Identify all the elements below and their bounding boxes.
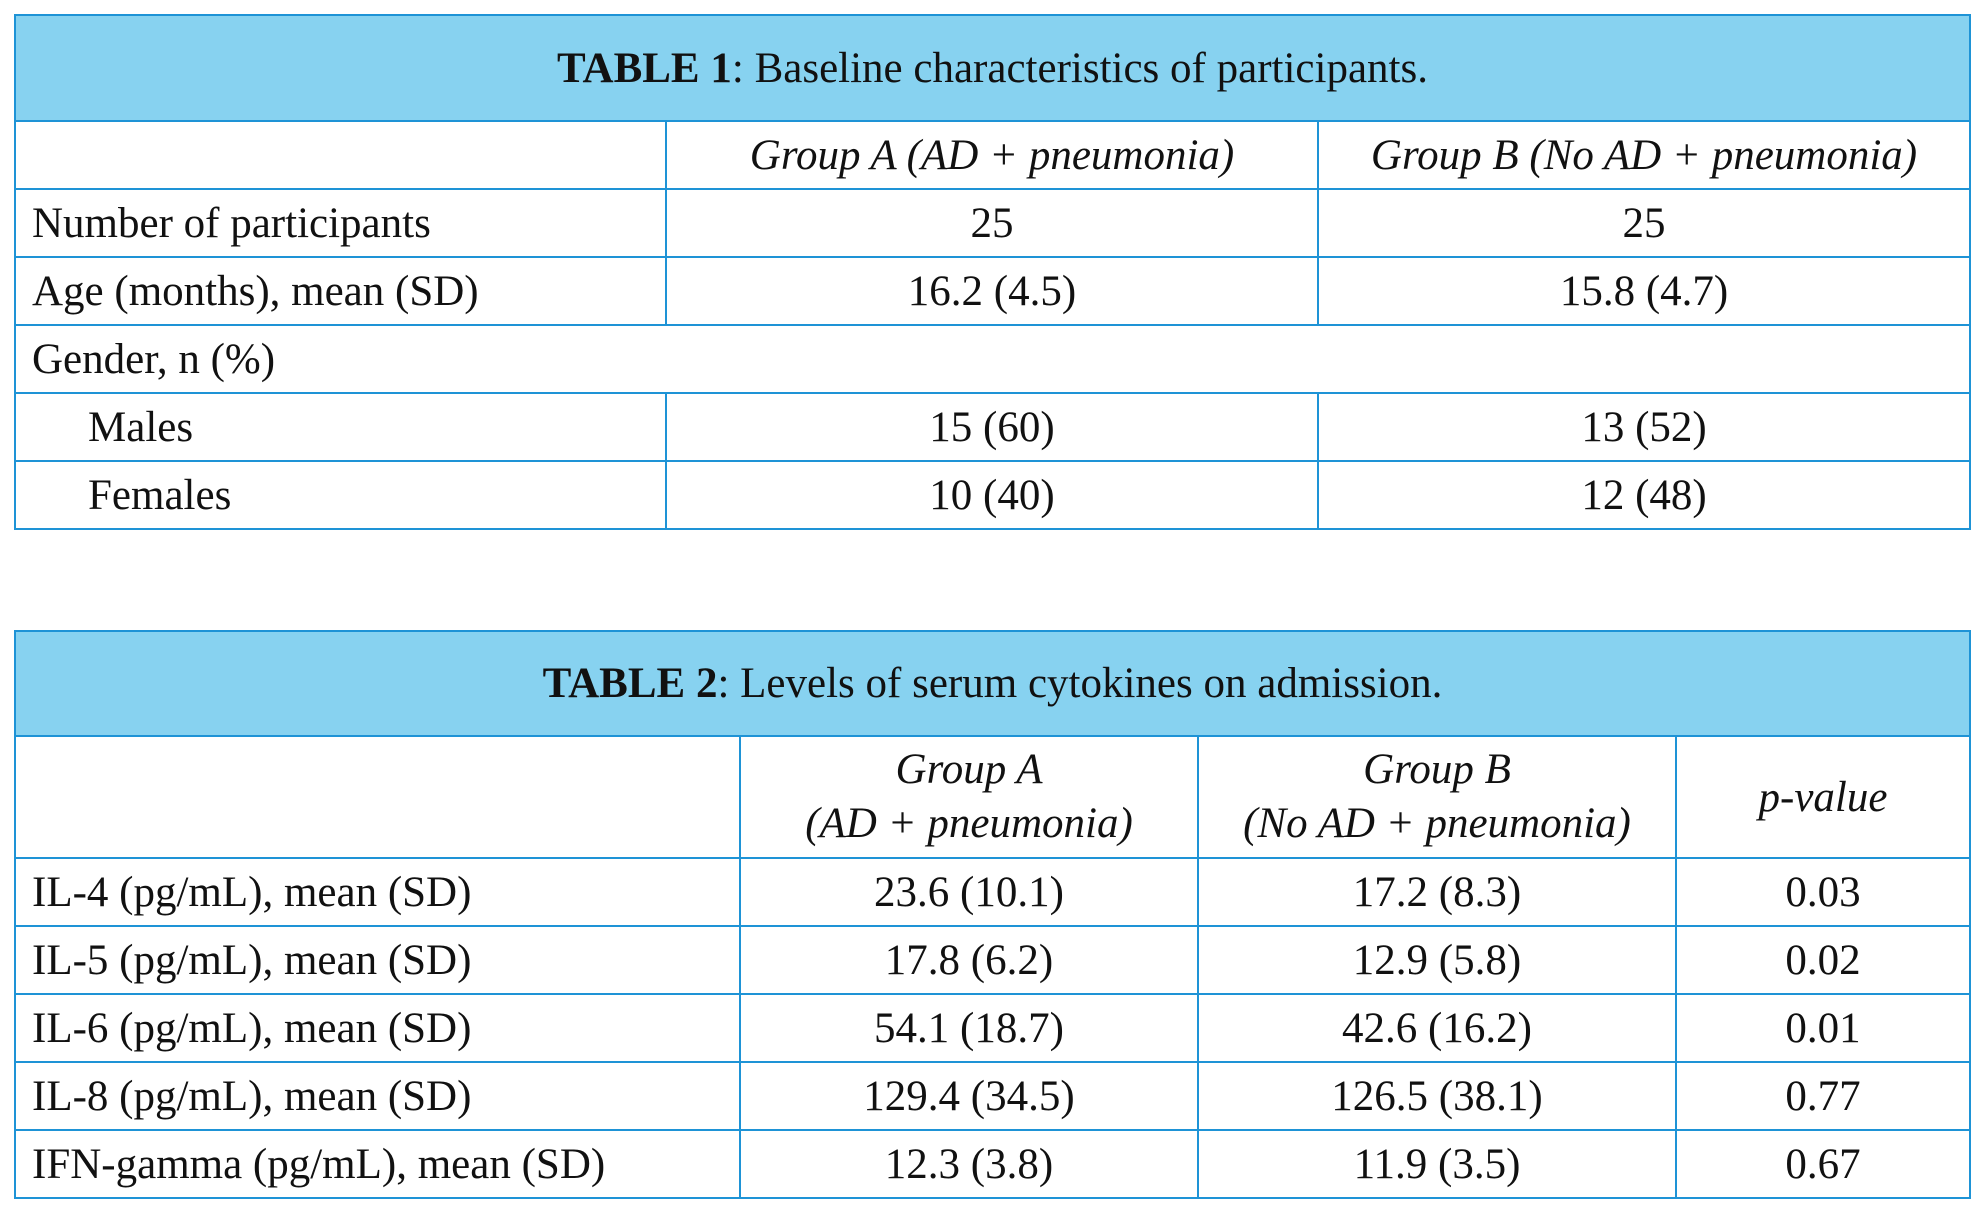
- table-row: IL-5 (pg/mL), mean (SD) 17.8 (6.2) 12.9 …: [14, 925, 1972, 995]
- row-label: Age (months), mean (SD): [14, 256, 667, 326]
- group-a-value: 25: [665, 188, 1319, 258]
- table-row: IFN-gamma (pg/mL), mean (SD) 12.3 (3.8) …: [14, 1129, 1972, 1199]
- table-row: Males 15 (60) 13 (52): [14, 392, 1972, 462]
- row-label: IFN-gamma (pg/mL), mean (SD): [14, 1129, 741, 1199]
- table-1: TABLE 1: Baseline characteristics of par…: [13, 14, 1972, 530]
- table-2: TABLE 2: Levels of serum cytokines on ad…: [13, 630, 1972, 1199]
- group-b-value: 25: [1316, 188, 1972, 258]
- row-label: IL-4 (pg/mL), mean (SD): [14, 857, 741, 927]
- row-label: IL-8 (pg/mL), mean (SD): [14, 1061, 741, 1131]
- table-row: Females 10 (40) 12 (48): [14, 460, 1972, 530]
- group-b-value: 11.9 (3.5): [1197, 1129, 1677, 1199]
- table-2-header-group-b: Group B (No AD + pneumonia): [1197, 735, 1677, 859]
- group-a-value: 17.8 (6.2): [739, 925, 1199, 995]
- table-row: Age (months), mean (SD) 16.2 (4.5) 15.8 …: [14, 256, 1972, 326]
- table-2-header-empty: [14, 735, 741, 859]
- group-a-value: 12.3 (3.8): [739, 1129, 1199, 1199]
- group-b-value: [1318, 324, 1972, 394]
- group-b-value: 126.5 (38.1): [1197, 1061, 1677, 1131]
- serum-cytokines-table: TABLE 2: Levels of serum cytokines on ad…: [13, 630, 1972, 1199]
- row-label: IL-5 (pg/mL), mean (SD): [14, 925, 741, 995]
- group-a-value: 54.1 (18.7): [739, 993, 1199, 1063]
- table-1-label: TABLE 1: [557, 44, 732, 92]
- p-value: 0.67: [1674, 1129, 1972, 1199]
- table-2-label: TABLE 2: [542, 660, 718, 707]
- p-value: 0.01: [1674, 993, 1972, 1063]
- table-row: IL-6 (pg/mL), mean (SD) 54.1 (18.7) 42.6…: [14, 993, 1972, 1063]
- row-label: Number of participants: [14, 188, 667, 258]
- group-a-value: 23.6 (10.1): [739, 857, 1199, 927]
- table-row: Number of participants 25 25: [14, 188, 1972, 258]
- group-b-header-line-2: (No AD + pneumonia): [1243, 800, 1631, 847]
- group-b-value: 15.8 (4.7): [1316, 256, 1972, 326]
- table-1-header-group-a: Group A (AD + pneumonia): [665, 120, 1319, 190]
- group-a-value: 10 (40): [665, 460, 1319, 530]
- table-2-header-p-value: p-value: [1674, 735, 1972, 859]
- group-a-value: 16.2 (4.5): [665, 256, 1319, 326]
- row-label: Females: [14, 460, 667, 530]
- row-label: Males: [14, 392, 667, 462]
- table-row: IL-4 (pg/mL), mean (SD) 23.6 (10.1) 17.2…: [14, 857, 1972, 927]
- group-b-value: 13 (52): [1316, 392, 1972, 462]
- table-2-header-group-a: Group A (AD + pneumonia): [739, 735, 1199, 859]
- p-value: 0.77: [1674, 1061, 1972, 1131]
- group-a-value: 15 (60): [665, 392, 1319, 462]
- table-1-caption: TABLE 1: Baseline characteristics of par…: [13, 14, 1972, 122]
- p-value: 0.02: [1674, 925, 1972, 995]
- table-2-caption-text: : Levels of serum cytokines on admission…: [717, 660, 1443, 707]
- group-b-header-line-1: Group B: [1363, 746, 1511, 793]
- row-label: IL-6 (pg/mL), mean (SD): [14, 993, 741, 1063]
- group-b-value: 12 (48): [1316, 460, 1972, 530]
- table-1-header-empty: [14, 120, 667, 190]
- table-2-caption: TABLE 2: Levels of serum cytokines on ad…: [13, 630, 1972, 737]
- group-b-value: 17.2 (8.3): [1197, 857, 1677, 927]
- row-label: Gender, n (%): [14, 324, 666, 394]
- table-row: Gender, n (%): [14, 324, 1972, 394]
- group-b-value: 42.6 (16.2): [1197, 993, 1677, 1063]
- group-a-header-line-1: Group A: [895, 746, 1043, 793]
- group-b-value: 12.9 (5.8): [1197, 925, 1677, 995]
- table-1-header-group-b: Group B (No AD + pneumonia): [1316, 120, 1972, 190]
- group-a-header-line-2: (AD + pneumonia): [805, 800, 1133, 847]
- table-row: IL-8 (pg/mL), mean (SD) 129.4 (34.5) 126…: [14, 1061, 1972, 1131]
- table-1-caption-text: : Baseline characteristics of participan…: [731, 44, 1428, 92]
- baseline-characteristics-table: TABLE 1: Baseline characteristics of par…: [13, 14, 1972, 530]
- group-a-value: 129.4 (34.5): [739, 1061, 1199, 1131]
- p-value: 0.03: [1674, 857, 1972, 927]
- group-a-value: [666, 324, 1318, 394]
